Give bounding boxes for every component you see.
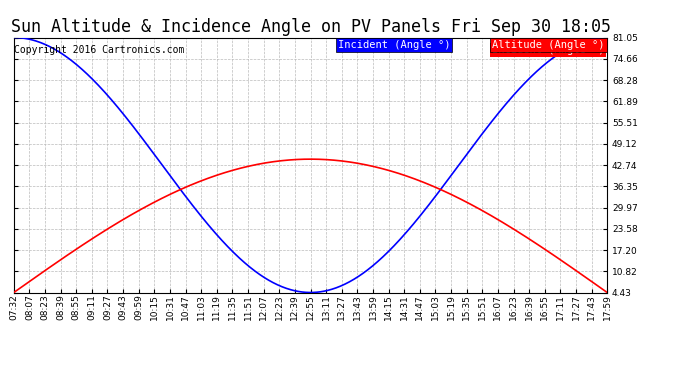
Text: Incident (Angle °): Incident (Angle °) xyxy=(492,45,604,55)
Text: Copyright 2016 Cartronics.com: Copyright 2016 Cartronics.com xyxy=(14,45,185,55)
Title: Sun Altitude & Incidence Angle on PV Panels Fri Sep 30 18:05: Sun Altitude & Incidence Angle on PV Pan… xyxy=(10,18,611,36)
Text: Incident (Angle °): Incident (Angle °) xyxy=(337,40,450,50)
Text: Altitude (Angle °): Altitude (Angle °) xyxy=(492,40,604,50)
